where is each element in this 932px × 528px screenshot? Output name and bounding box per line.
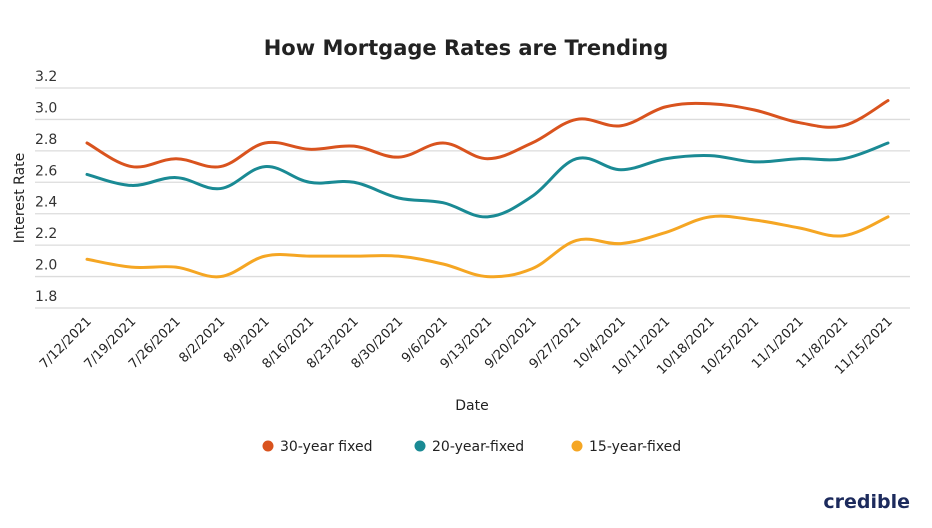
- y-tick-label: 1.8: [35, 289, 57, 305]
- series-line-1: [87, 143, 888, 217]
- x-axis-label: Date: [455, 398, 488, 414]
- y-tick-label: 2.4: [35, 195, 57, 211]
- legend-label: 30-year fixed: [280, 439, 372, 455]
- credible-logo: credible: [823, 491, 910, 513]
- y-tick-label: 2.0: [35, 258, 57, 274]
- y-tick-label: 2.2: [35, 226, 57, 242]
- legend-label: 15-year-fixed: [589, 439, 681, 455]
- y-tick-label: 2.6: [35, 163, 57, 179]
- legend-label: 20-year-fixed: [432, 439, 524, 455]
- legend-marker: [572, 441, 583, 452]
- y-tick-label: 2.8: [35, 132, 57, 148]
- series-line-2: [87, 216, 888, 277]
- y-axis-label: Interest Rate: [12, 153, 28, 244]
- legend-marker: [415, 441, 426, 452]
- legend-marker: [263, 441, 274, 452]
- x-tick-label: 8/2/2021: [176, 314, 228, 366]
- y-tick-label: 3.0: [35, 100, 57, 116]
- series-line-0: [87, 101, 888, 167]
- chart-title: How Mortgage Rates are Trending: [264, 36, 669, 60]
- y-tick-label: 3.2: [35, 69, 57, 85]
